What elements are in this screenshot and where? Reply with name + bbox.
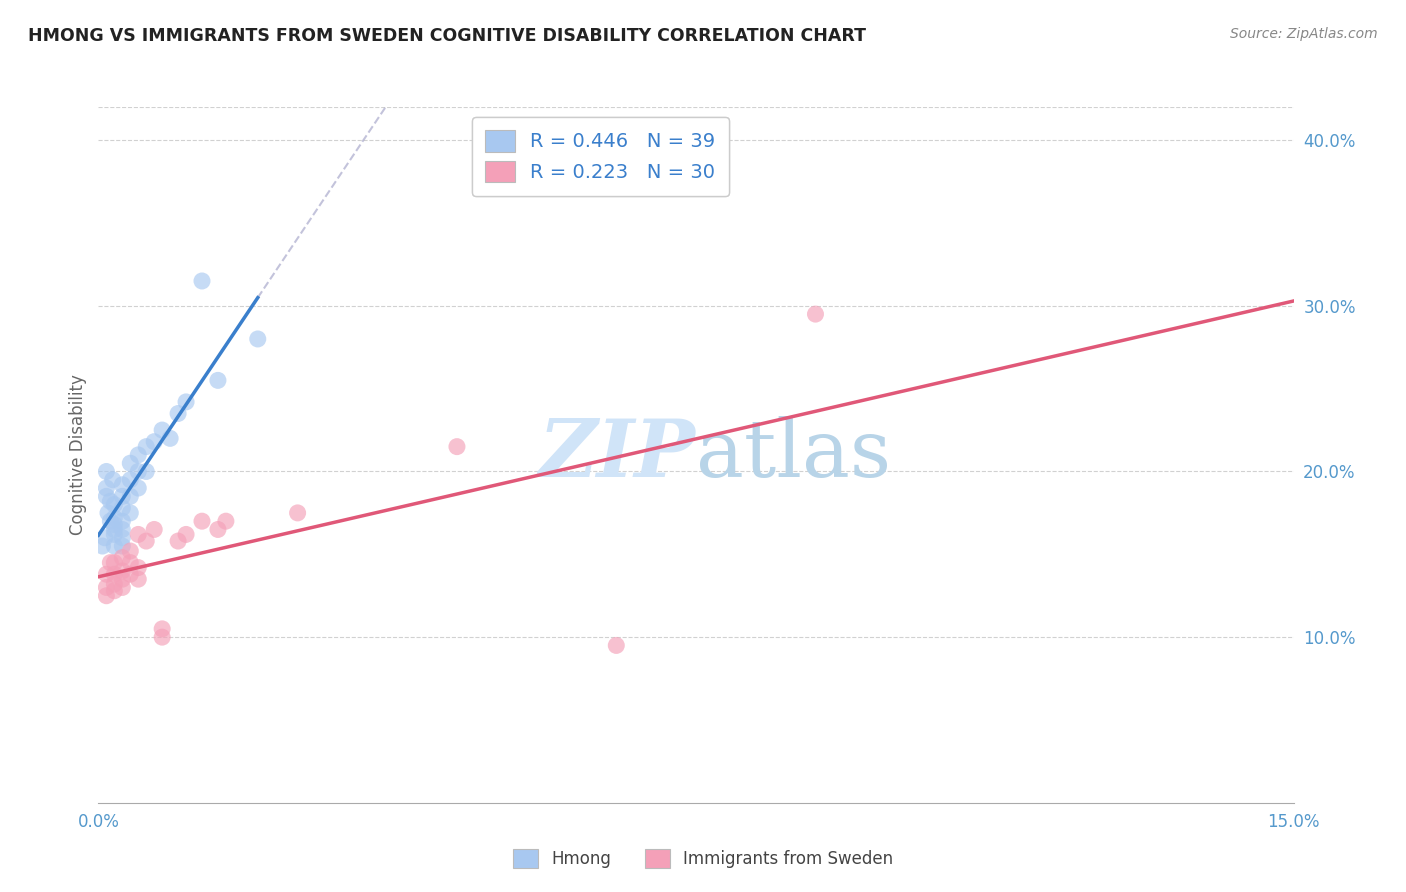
Point	[143, 434, 166, 449]
Text: Source: ZipAtlas.com: Source: ZipAtlas.com	[1230, 27, 1378, 41]
Point	[103, 511, 125, 525]
Point	[120, 473, 142, 487]
Point	[103, 517, 125, 532]
Point	[143, 523, 166, 537]
Point	[159, 431, 181, 445]
Point	[191, 514, 214, 528]
Point	[94, 531, 117, 545]
Point	[103, 527, 125, 541]
Point	[111, 489, 134, 503]
Legend: Hmong, Immigrants from Sweden: Hmong, Immigrants from Sweden	[506, 843, 900, 875]
Point	[111, 477, 134, 491]
Point	[127, 572, 149, 586]
Point	[96, 481, 118, 495]
Point	[167, 534, 190, 549]
Point	[127, 448, 149, 462]
Point	[111, 550, 134, 565]
Point	[96, 489, 118, 503]
Point	[120, 506, 142, 520]
Point	[103, 583, 125, 598]
Point	[103, 577, 125, 591]
Point	[127, 481, 149, 495]
Point	[111, 572, 134, 586]
Point	[135, 534, 157, 549]
Point	[135, 465, 157, 479]
Point	[120, 544, 142, 558]
Point	[103, 539, 125, 553]
Point	[103, 498, 125, 512]
Legend: R = 0.446   N = 39, R = 0.223   N = 30: R = 0.446 N = 39, R = 0.223 N = 30	[472, 117, 728, 196]
Point	[111, 531, 134, 545]
Text: atlas: atlas	[696, 416, 891, 494]
Point	[287, 506, 309, 520]
Point	[207, 373, 229, 387]
Point	[215, 514, 238, 528]
Point	[111, 581, 134, 595]
Point	[207, 523, 229, 537]
Point	[103, 567, 125, 582]
Point	[120, 456, 142, 470]
Point	[96, 581, 118, 595]
Text: ZIP: ZIP	[538, 417, 696, 493]
Point	[111, 500, 134, 515]
Point	[120, 567, 142, 582]
Point	[96, 589, 118, 603]
Point	[111, 523, 134, 537]
Point	[111, 564, 134, 578]
Point	[91, 539, 114, 553]
Point	[111, 514, 134, 528]
Point	[100, 514, 122, 528]
Point	[103, 523, 125, 537]
Point	[127, 560, 149, 574]
Point	[804, 307, 827, 321]
Point	[150, 622, 173, 636]
Point	[127, 527, 149, 541]
Point	[446, 440, 468, 454]
Point	[174, 527, 197, 541]
Point	[246, 332, 269, 346]
Point	[100, 556, 122, 570]
Point	[101, 473, 124, 487]
Point	[100, 494, 122, 508]
Point	[96, 465, 118, 479]
Y-axis label: Cognitive Disability: Cognitive Disability	[69, 375, 87, 535]
Point	[127, 465, 149, 479]
Point	[150, 630, 173, 644]
Point	[96, 567, 118, 582]
Point	[120, 489, 142, 503]
Point	[97, 506, 120, 520]
Point	[135, 440, 157, 454]
Point	[120, 556, 142, 570]
Point	[150, 423, 173, 437]
Point	[605, 639, 627, 653]
Text: HMONG VS IMMIGRANTS FROM SWEDEN COGNITIVE DISABILITY CORRELATION CHART: HMONG VS IMMIGRANTS FROM SWEDEN COGNITIV…	[28, 27, 866, 45]
Point	[191, 274, 214, 288]
Point	[167, 407, 190, 421]
Point	[111, 539, 134, 553]
Point	[174, 395, 197, 409]
Point	[103, 556, 125, 570]
